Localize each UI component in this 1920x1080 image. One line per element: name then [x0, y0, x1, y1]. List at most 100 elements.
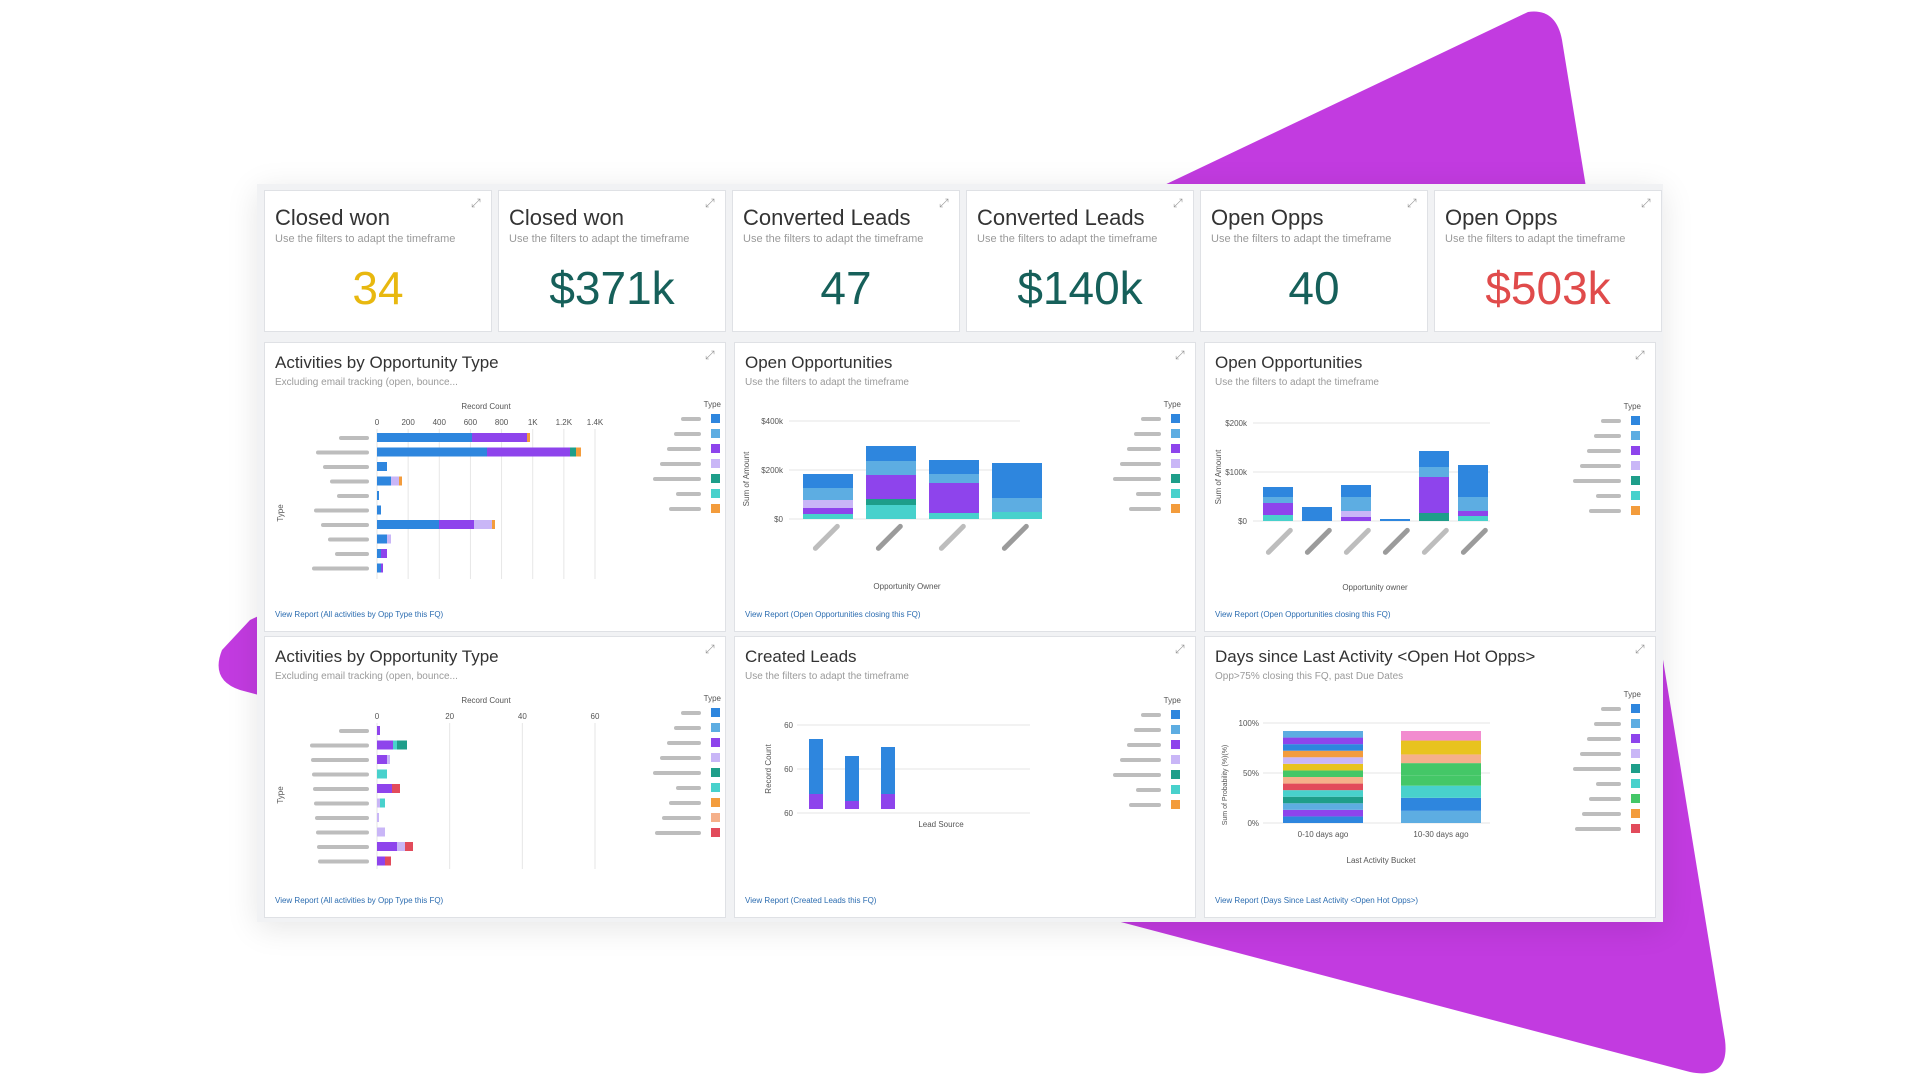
legend-swatch: [1631, 506, 1640, 515]
expand-icon[interactable]: ⤢: [939, 196, 949, 210]
x-tick-label: 1.4K: [587, 418, 604, 427]
bar-segment: [1283, 816, 1363, 823]
view-report-link[interactable]: View Report (Open Opportunities closing …: [745, 610, 921, 619]
expand-icon[interactable]: ⤢: [1635, 642, 1645, 656]
legend-label-placeholder: [1113, 773, 1161, 777]
bar-segment: [570, 447, 576, 457]
view-report-link[interactable]: View Report (Created Leads this FQ): [745, 896, 877, 905]
bar-segment: [992, 512, 1042, 519]
view-report-link[interactable]: View Report (All activities by Opp Type …: [275, 896, 444, 905]
y-tick-label: $0: [1238, 517, 1247, 526]
legend-label-placeholder: [1580, 464, 1621, 468]
legend-swatch: [1631, 461, 1640, 470]
kpi-title: Converted Leads: [977, 205, 1145, 230]
open-opportunities-card-2: Open Opportunities Use the filters to ad…: [1204, 342, 1656, 632]
x-tick-label: 0: [375, 418, 380, 427]
legend-swatch: [711, 429, 720, 438]
legend-label-placeholder: [667, 741, 701, 745]
bar-segment: [803, 514, 853, 519]
legend-swatch: [1631, 446, 1640, 455]
y-tick-label-placeholder: [311, 758, 369, 762]
legend-label-placeholder: [669, 507, 701, 511]
x-tick-label: 10-30 days ago: [1413, 830, 1469, 839]
bar-segment: [377, 491, 379, 500]
bar-segment: [380, 798, 385, 808]
expand-icon[interactable]: ⤢: [1407, 196, 1417, 210]
y-tick-label-placeholder: [339, 729, 369, 733]
legend-swatch: [1171, 800, 1180, 809]
bar-segment: [866, 505, 916, 519]
y-tick-label-placeholder: [316, 830, 369, 835]
legend-label-placeholder: [660, 756, 701, 760]
bar-segment: [381, 549, 387, 558]
bar-segment: [992, 463, 1042, 498]
expand-icon[interactable]: ⤢: [471, 196, 481, 210]
legend-title: Type: [1624, 402, 1642, 411]
expand-icon[interactable]: ⤢: [1175, 642, 1185, 656]
expand-icon[interactable]: ⤢: [705, 348, 715, 362]
kpi-card: Closed won Use the filters to adapt the t…: [498, 190, 726, 332]
legend-swatch: [1171, 710, 1180, 719]
bar-segment: [1283, 763, 1363, 771]
kpi-title: Open Opps: [1211, 205, 1324, 230]
bar-segment: [1283, 790, 1363, 797]
bar-segment: [492, 520, 495, 529]
x-tick-label-placeholder: [1304, 527, 1332, 555]
bar-segment: [1341, 485, 1371, 497]
legend-label-placeholder: [1575, 827, 1621, 831]
kpi-subtitle: Use the filters to adapt the timeframe: [1211, 233, 1392, 245]
legend-swatch: [1631, 779, 1640, 788]
legend-swatch: [1631, 476, 1640, 485]
x-tick-label: 20: [445, 712, 454, 721]
bar-segment: [392, 784, 400, 793]
view-report-link[interactable]: View Report (Days Since Last Activity <O…: [1215, 896, 1419, 905]
legend-swatch: [711, 723, 720, 732]
legend-label-placeholder: [1120, 462, 1161, 466]
kpi-subtitle: Use the filters to adapt the timeframe: [275, 233, 456, 245]
expand-icon[interactable]: ⤢: [1635, 348, 1645, 362]
bar-segment: [1419, 513, 1449, 521]
activities-chart-card-1: Activities by Opportunity Type Excluding…: [264, 342, 726, 632]
bar-segment: [803, 508, 853, 514]
legend-label-placeholder: [1129, 507, 1161, 511]
expand-icon[interactable]: ⤢: [705, 642, 715, 656]
bar-segment: [881, 747, 895, 809]
legend-label-placeholder: [1596, 782, 1621, 786]
y-axis-title: Type: [276, 504, 285, 522]
x-tick-label-placeholder: [1265, 527, 1293, 555]
view-report-link[interactable]: View Report (All activities by Opp Type …: [275, 610, 444, 619]
legend-label-placeholder: [655, 831, 701, 835]
legend-swatch: [711, 708, 720, 717]
bar-segment: [377, 842, 397, 851]
legend-swatch: [711, 753, 720, 762]
activities-bar-chart-1: Record Count 0 200 400 600 800 1K 1.2K 1.4K Type T…: [276, 400, 722, 579]
view-report-link[interactable]: View Report (Open Opportunities closing …: [1215, 610, 1391, 619]
bar-segment: [1401, 731, 1481, 741]
bar-segment: [1283, 796, 1363, 804]
legend-label-placeholder: [674, 726, 701, 730]
legend-label-placeholder: [653, 477, 701, 481]
kpi-title: Closed won: [275, 205, 390, 230]
expand-icon[interactable]: ⤢: [1175, 348, 1185, 362]
expand-icon[interactable]: ⤢: [705, 196, 715, 210]
expand-icon[interactable]: ⤢: [1173, 196, 1183, 210]
legend-label-placeholder: [1587, 737, 1621, 741]
legend-label-placeholder: [1127, 447, 1161, 451]
bar-segment: [1401, 775, 1481, 786]
kpi-card: Open Opps Use the filters to adapt the ti…: [1200, 190, 1428, 332]
days-since-activity-card: Days since Last Activity <Open Hot Opps>…: [1204, 636, 1656, 918]
x-axis-title: Record Count: [461, 402, 511, 411]
card-subtitle: Opp>75% closing this FQ, past Due Dates: [1215, 671, 1404, 682]
bar-segment: [1458, 511, 1488, 516]
x-tick-label: 1K: [528, 418, 538, 427]
bar-segment: [377, 549, 381, 558]
expand-icon[interactable]: ⤢: [1641, 196, 1651, 210]
legend-swatch: [1171, 414, 1180, 423]
x-tick-label: 40: [518, 712, 527, 721]
bar-segment: [1283, 757, 1363, 764]
kpi-title: Open Opps: [1445, 205, 1558, 230]
bar-segment: [377, 740, 393, 750]
legend-swatch: [711, 768, 720, 777]
legend-label-placeholder: [676, 786, 701, 790]
bar-segment: [1283, 737, 1363, 745]
